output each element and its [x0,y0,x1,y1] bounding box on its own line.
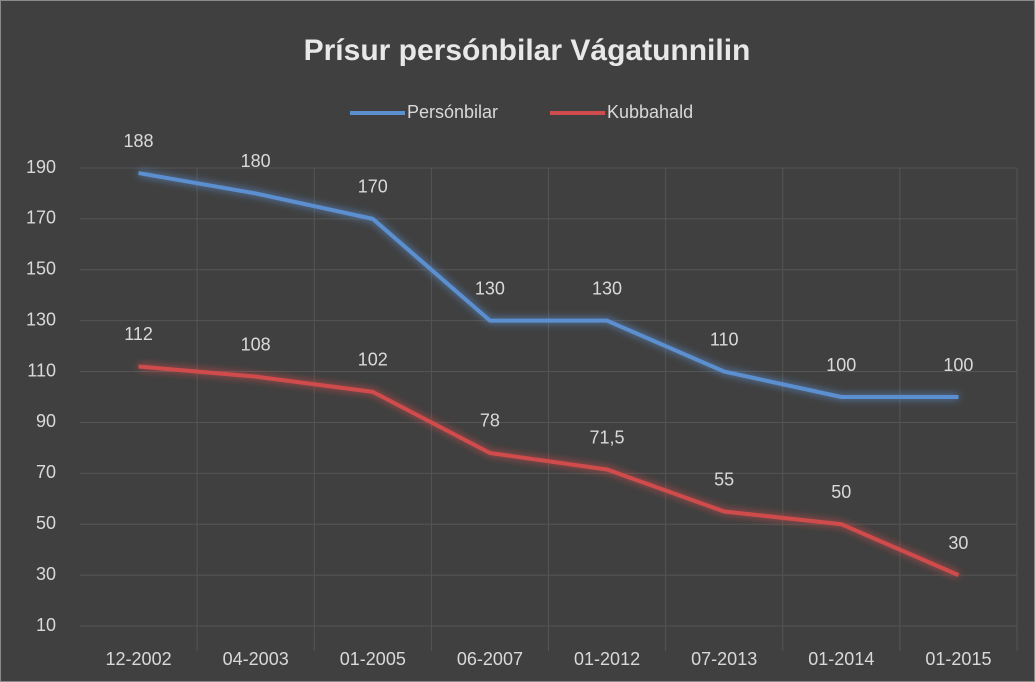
data-label: 102 [358,350,388,370]
data-label: 180 [241,151,271,171]
x-tick-label: 06-2007 [457,649,523,669]
data-label: 188 [124,131,154,151]
x-tick-label: 01-2005 [340,649,406,669]
x-tick-label: 01-2015 [925,649,991,669]
x-tick-label: 07-2013 [691,649,757,669]
data-label: 55 [714,469,734,489]
y-tick-label: 70 [36,462,56,482]
x-tick-label: 04-2003 [223,649,289,669]
series-line [138,364,960,577]
data-label: 78 [480,411,500,431]
y-tick-label: 190 [26,157,56,177]
legend-label: Persónbilar [407,102,498,122]
y-tick-label: 150 [26,259,56,279]
data-label: 130 [592,278,622,298]
y-tick-label: 50 [36,513,56,533]
data-label: 50 [831,482,851,502]
legend-label: Kubbahald [607,102,693,122]
data-label: 110 [710,329,739,349]
data-label: 71,5 [590,427,625,447]
data-label: 108 [241,334,271,354]
y-tick-label: 130 [26,309,56,329]
y-tick-label: 170 [26,208,56,228]
data-label: 100 [826,355,856,375]
data-label: 170 [358,177,388,197]
data-label: 130 [475,278,505,298]
x-tick-label: 12-2002 [106,649,172,669]
x-tick-label: 01-2012 [574,649,640,669]
chart-title: Prísur persónbilar Vágatunnilin [304,34,751,67]
data-label: 30 [948,533,968,553]
data-label: 100 [943,355,973,375]
y-tick-label: 10 [36,615,56,635]
data-label: 112 [124,324,153,344]
y-tick-label: 30 [36,564,56,584]
y-tick-label: 90 [36,411,56,431]
x-tick-label: 01-2014 [808,649,874,669]
series-line [138,171,959,399]
y-tick-label: 110 [27,360,56,380]
